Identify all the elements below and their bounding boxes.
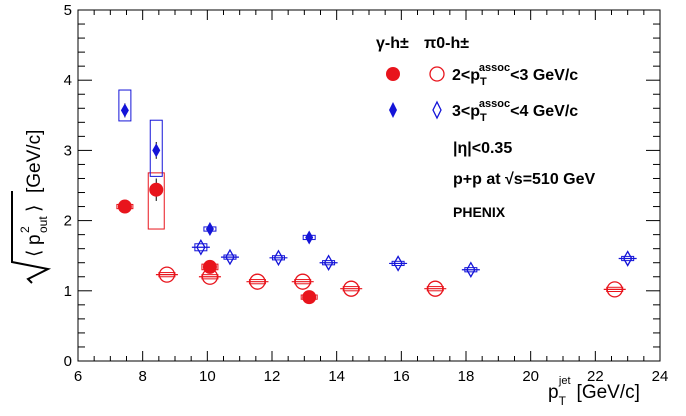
series-open-circle (155, 266, 626, 298)
legend-row-2-sup: assoc (479, 98, 510, 110)
data-point (225, 248, 235, 266)
data-point (606, 281, 623, 298)
angle-open: ⟨ (24, 250, 45, 257)
data-point (294, 273, 311, 290)
data-point (273, 249, 284, 267)
y-tick-label: 3 (64, 142, 72, 159)
x-tick-label: 24 (652, 368, 669, 385)
data-point (302, 290, 317, 305)
annotation-eta: |η|<0.35 (453, 140, 512, 157)
sys-box (149, 119, 163, 177)
data-marks (116, 89, 637, 305)
legend-row-1-sub: T (480, 76, 487, 88)
y-axis-title-sup: 2 (18, 226, 32, 233)
data-point (393, 255, 403, 272)
y-tick-label: 2 (64, 213, 72, 230)
data-point (305, 230, 314, 245)
y-axis-title-sub: out (36, 216, 50, 233)
data-point (323, 254, 334, 272)
x-tick-label: 16 (393, 368, 410, 385)
x-tick-label: 20 (522, 368, 539, 385)
y-tick-label: 4 (64, 72, 72, 89)
data-point (196, 238, 206, 256)
y-tick-label: 1 (64, 283, 72, 300)
legend-row-2-post: <4 GeV/c (510, 103, 578, 120)
series-filled-diamond (118, 89, 316, 245)
y-axis-title-p: p (24, 234, 45, 245)
x-axis-title: pTjet [GeV/c] (548, 375, 640, 408)
y-tick-label: 5 (64, 2, 72, 19)
data-point (622, 250, 633, 267)
annotation-experiment: PHENIX (453, 204, 506, 220)
data-point (205, 222, 214, 237)
data-point (149, 182, 164, 197)
y-axis-title-unit: [GeV/c] (24, 130, 45, 193)
x-axis-title-base: p (548, 382, 559, 403)
annotation-collision: p+p at √s=510 GeV (453, 171, 596, 188)
x-tick-label: 22 (587, 368, 604, 385)
x-tick-label: 18 (458, 368, 475, 385)
sqrt-radical (11, 191, 52, 284)
data-point (120, 103, 129, 118)
legend: γ-h± π0-h± 2<pTassoc<3 GeV/c 3<pTassoc<4… (376, 35, 578, 124)
x-tick-label: 6 (74, 368, 82, 385)
data-point (249, 273, 266, 290)
legend-header-pi0: π0-h± (424, 35, 469, 52)
legend-row-1-sup: assoc (479, 62, 510, 74)
angle-close: ⟩ (24, 205, 45, 212)
y-tick-label: 0 (64, 353, 72, 370)
legend-row-1-pre: 2<p (452, 67, 480, 84)
x-tick-label: 12 (264, 368, 281, 385)
x-tick-label: 8 (138, 368, 146, 385)
data-point (158, 266, 176, 283)
x-tick-label: 10 (199, 368, 216, 385)
legend-row-2-pre: 3<p (452, 103, 480, 120)
series-open-diamond (191, 238, 637, 279)
x-tick-label: 14 (328, 368, 345, 385)
legend-row-2: 3<pTassoc<4 GeV/c (452, 98, 578, 124)
legend-header-gamma: γ-h± (376, 35, 409, 52)
legend-marker-open-diamond (432, 100, 442, 120)
x-axis-title-sup: jet (558, 375, 571, 387)
data-point (466, 261, 476, 279)
x-axis-title-sub: T (559, 394, 567, 408)
legend-marker-open-circle (429, 66, 445, 82)
data-point (152, 143, 161, 158)
y-axis-title: ⟨ p 2 out ⟩ [GeV/c] (11, 130, 52, 284)
legend-row-2-sub: T (480, 112, 487, 124)
data-point (427, 280, 444, 297)
legend-row-1: 2<pTassoc<3 GeV/c (452, 62, 578, 88)
legend-marker-filled-circle (386, 67, 400, 81)
legend-row-1-post: <3 GeV/c (510, 67, 578, 84)
legend-marker-filled-diamond (389, 102, 397, 118)
sys-box (118, 89, 132, 122)
series-filled-circle (116, 172, 318, 305)
x-axis-title-unit: [GeV/c] (577, 382, 640, 403)
sys-box (147, 172, 165, 230)
data-point (343, 280, 360, 297)
axis-ticks (77, 9, 661, 362)
data-point (117, 199, 132, 214)
data-point (201, 268, 219, 285)
